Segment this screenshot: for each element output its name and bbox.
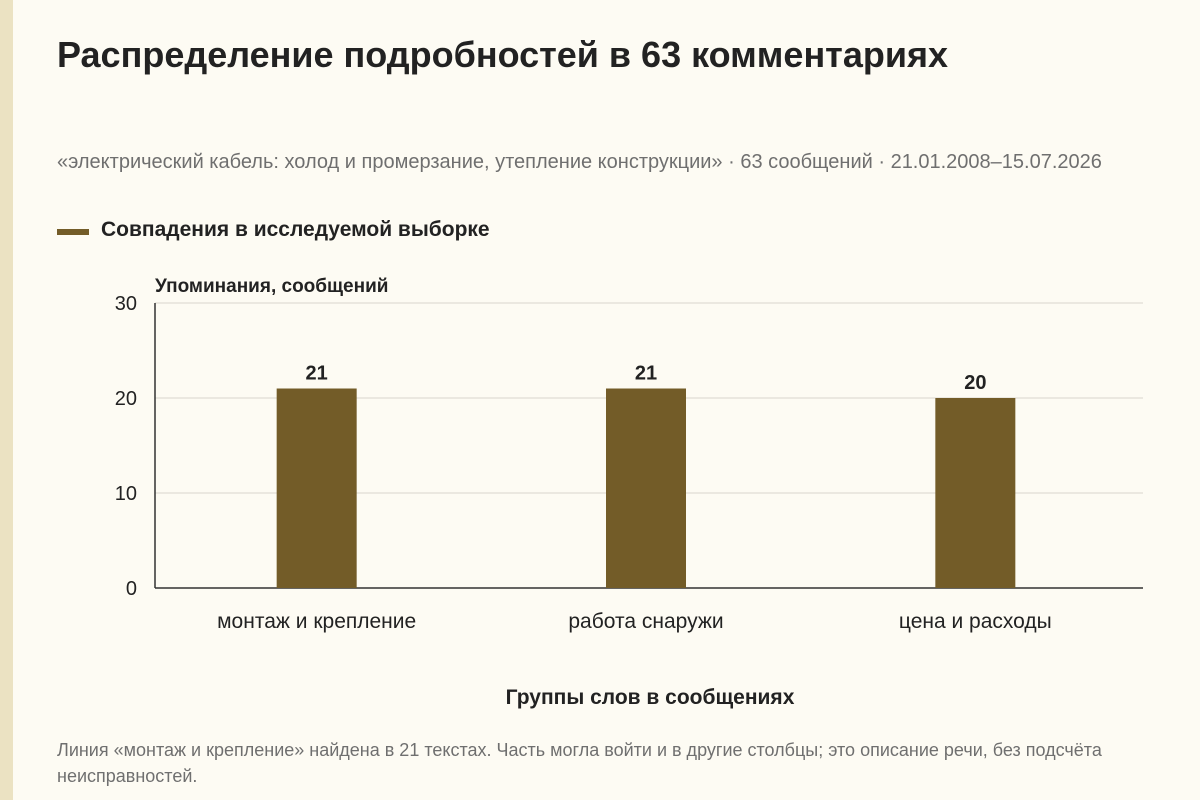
chart-title: Распределение подробностей в 63 коммента…	[57, 34, 948, 75]
x-category-label: работа снаружи	[568, 610, 723, 633]
y-axis-label: Упоминания, сообщений	[155, 276, 388, 297]
data-label: 21	[306, 363, 328, 385]
legend-swatch	[57, 229, 89, 235]
bars	[276, 388, 1016, 588]
legend-label: Совпадения в исследуемой выборке	[101, 218, 490, 241]
data-label: 20	[964, 372, 986, 394]
x-category-label: цена и расходы	[899, 610, 1052, 633]
labels: 0 10 20 30 21 монтаж и крепление 21 работа снар…	[115, 293, 1052, 633]
x-category-label: монтаж и крепление	[217, 610, 416, 633]
footnote: Линия «монтаж и крепление» найдена в 21 …	[57, 740, 1102, 786]
bar	[606, 388, 686, 588]
y-tick-label: 10	[115, 483, 137, 505]
bar	[276, 388, 357, 588]
legend: Совпадения в исследуемой выборке	[57, 218, 490, 242]
y-tick-label: 30	[115, 293, 137, 315]
chart-subtitle: «электрический кабель: холод и промерзан…	[57, 151, 1102, 173]
left-accent-strip	[0, 0, 13, 800]
bar	[935, 398, 1016, 588]
y-tick-label: 0	[126, 578, 137, 600]
data-label: 21	[635, 363, 657, 385]
y-tick-label: 20	[115, 388, 137, 410]
x-axis-title: Группы слов в сообщениях	[505, 686, 795, 709]
